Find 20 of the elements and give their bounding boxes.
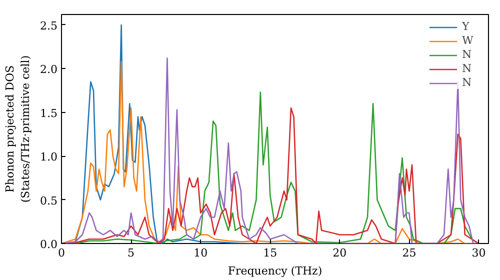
legend-label: W [462, 34, 474, 47]
y-tick-label: 1.5 [40, 106, 58, 120]
y-tick-label: 0.0 [40, 238, 58, 251]
x-axis-title: Frequency (THz) [228, 264, 322, 278]
x-tick-label: 15 [263, 246, 278, 260]
legend-label: Y [462, 20, 470, 33]
legend-label: N [462, 48, 473, 61]
y-tick-label: 0.5 [40, 194, 58, 208]
x-tick-label: 30 [472, 246, 486, 260]
x-tick-label: 0 [58, 246, 65, 260]
x-tick-label: 25 [402, 246, 416, 260]
y-tick-label: 1.0 [40, 150, 58, 164]
y-tick-label: 2.5 [40, 19, 58, 32]
legend-label: N [462, 76, 473, 89]
x-tick-label: 20 [332, 246, 347, 260]
x-tick-label: 5 [128, 246, 135, 260]
legend-label: N [462, 62, 473, 75]
y-axis-title: Phonon projected DOS (States/THz·primitive cell) [3, 55, 32, 203]
x-tick-label: 10 [194, 246, 208, 260]
y-tick-label: 2.0 [40, 63, 58, 76]
